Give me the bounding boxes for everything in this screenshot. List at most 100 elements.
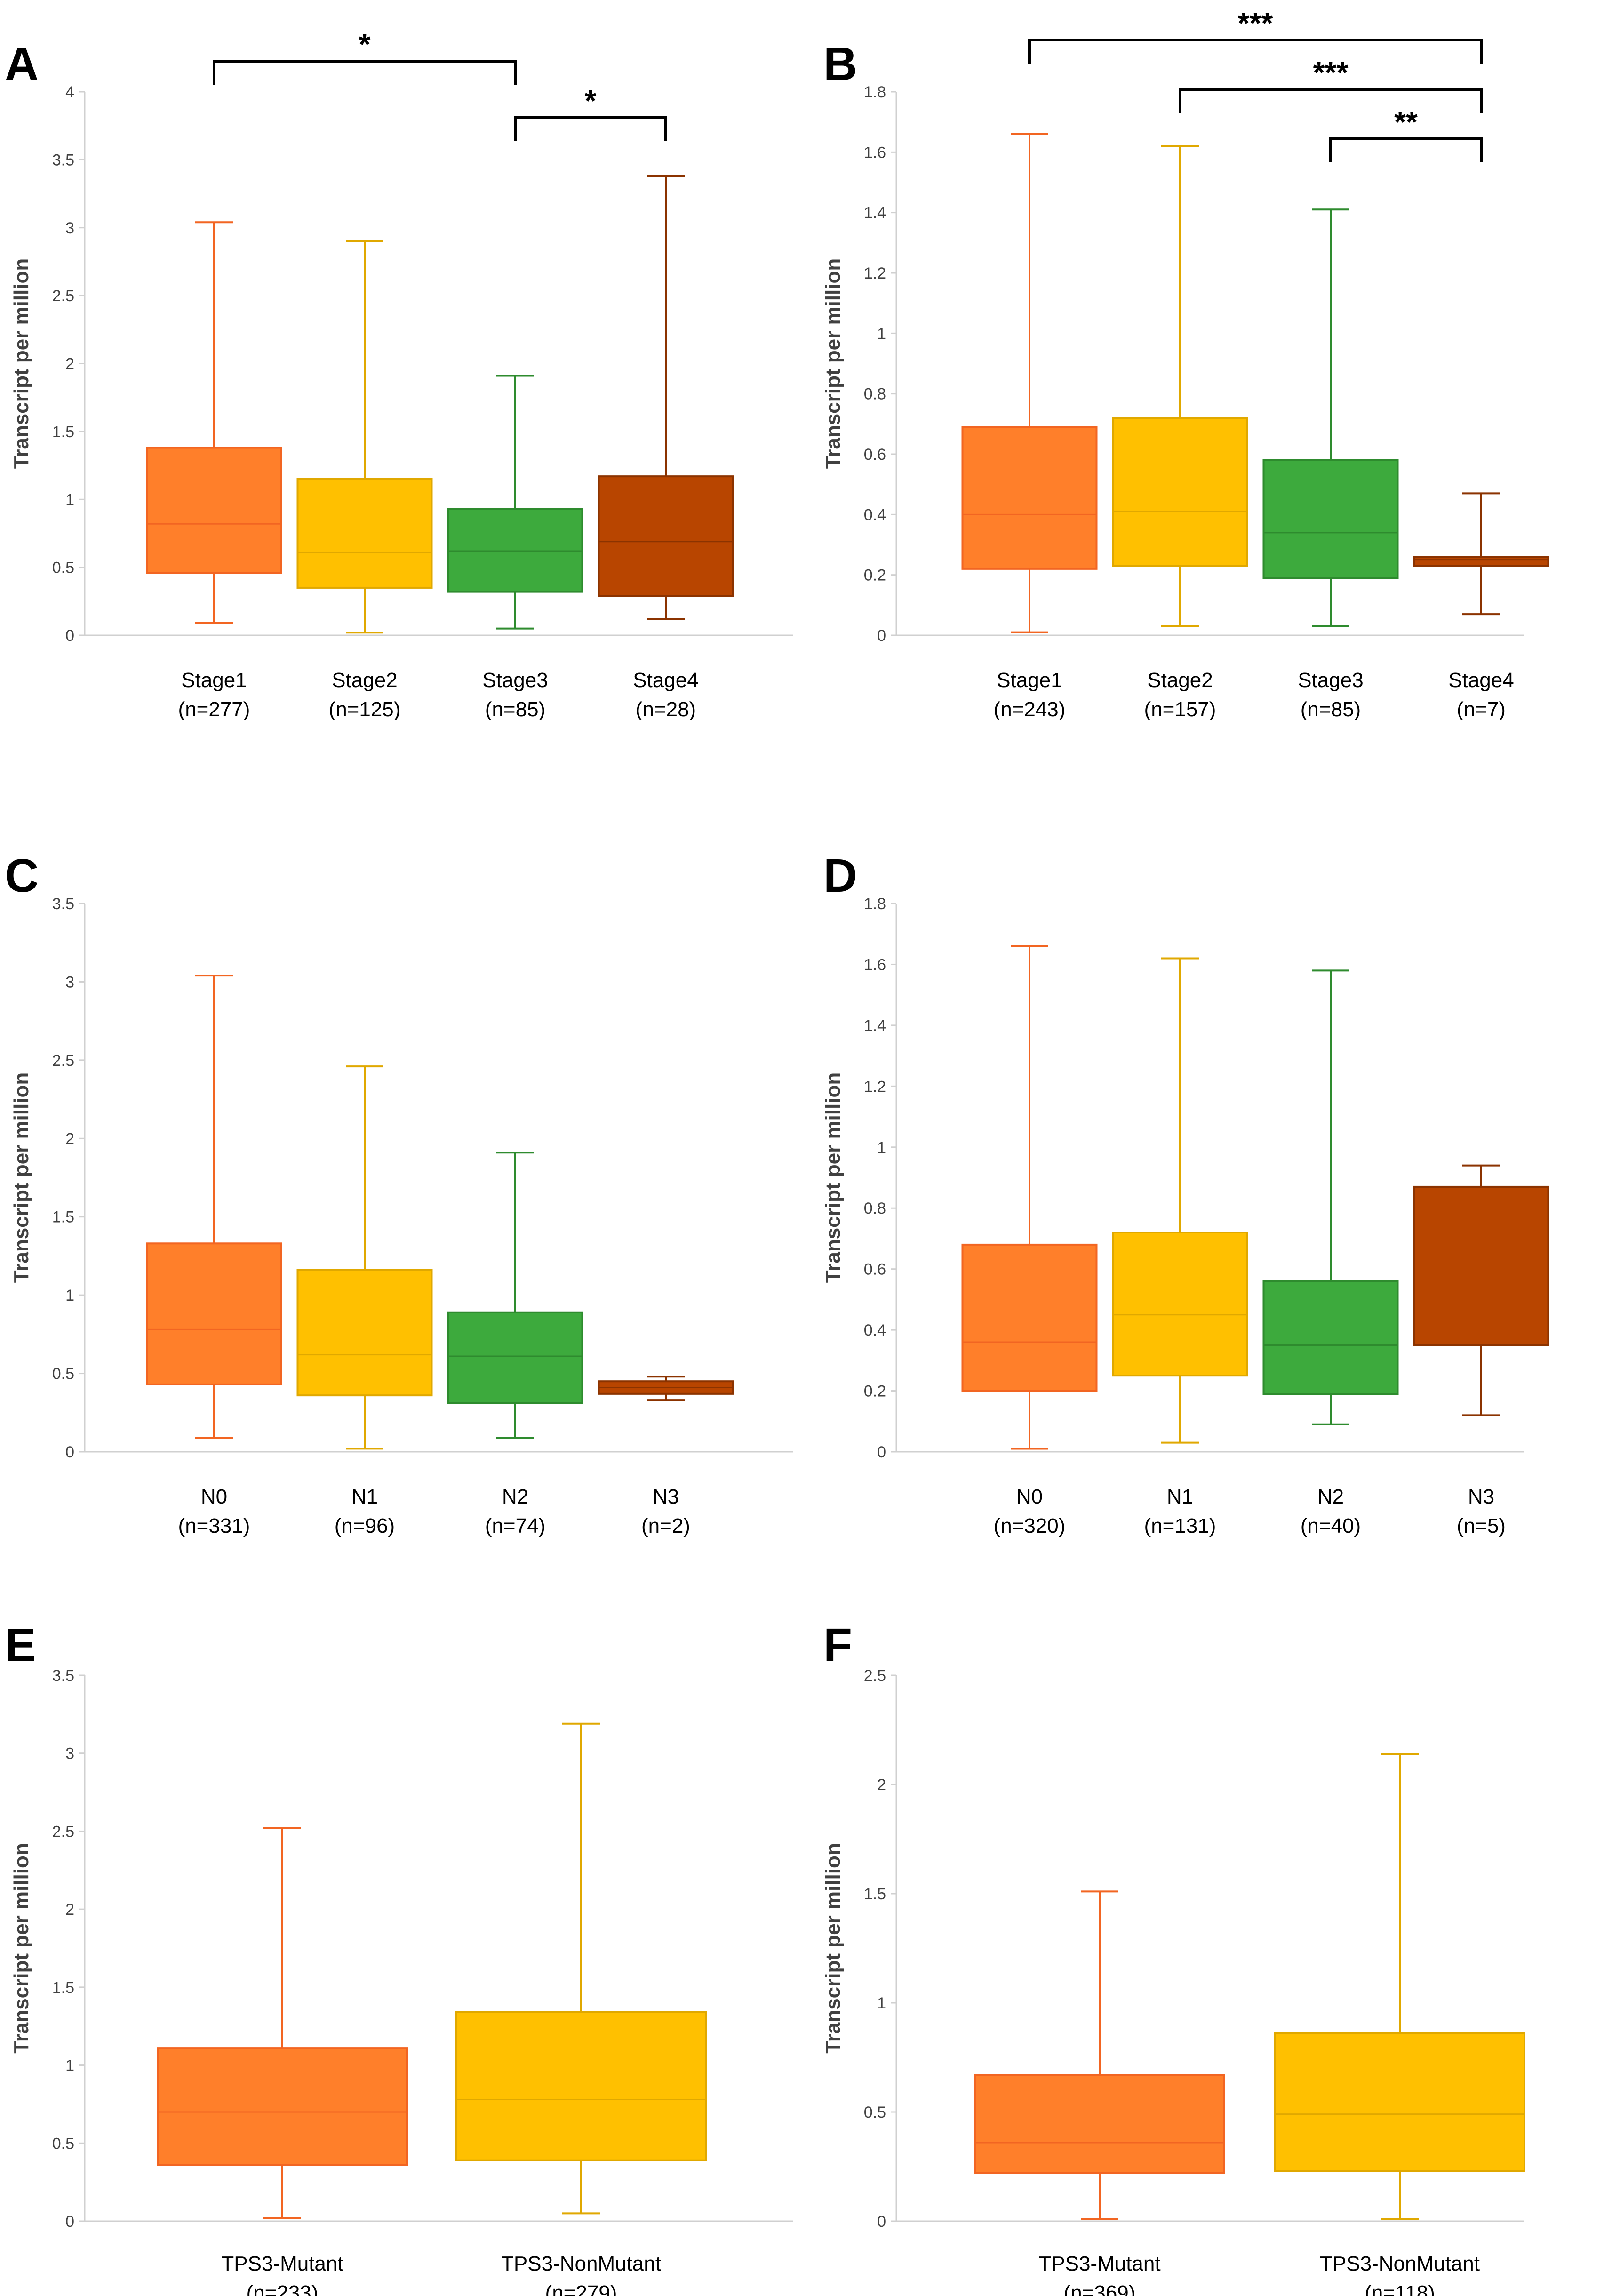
x-category-label: N2 xyxy=(1317,1485,1344,1508)
bracket-line xyxy=(213,60,517,85)
y-tick-label: 0.6 xyxy=(864,1261,886,1279)
box-n0 xyxy=(146,975,282,1439)
x-category-label: N0 xyxy=(201,1485,227,1508)
y-tick-label: 0.2 xyxy=(864,567,886,584)
significance-label: * xyxy=(585,84,597,118)
y-tick-label: 3.5 xyxy=(52,895,74,913)
significance-label: ** xyxy=(1394,105,1418,139)
iqr-box xyxy=(961,1243,1098,1392)
panel-d: D 0 0.2 0.4 0.6 0.8 1 1.2 1.4 1.6 1.8 Transcript pe… xyxy=(822,849,1549,1537)
significance-bracket: * xyxy=(514,84,667,141)
iqr-box xyxy=(1262,1280,1399,1395)
y-tick-label: 2 xyxy=(65,1901,74,1919)
box-n3 xyxy=(598,1376,734,1401)
box-tps3-nonmutant xyxy=(1274,1753,1525,2220)
x-category-count: (n=85) xyxy=(1301,698,1361,721)
y-tick-label: 0.5 xyxy=(52,559,74,577)
x-category-label: TPS3-NonMutant xyxy=(501,2252,661,2275)
iqr-box xyxy=(961,426,1098,570)
y-tick-label: 3 xyxy=(65,973,74,991)
y-tick-label: 0.5 xyxy=(52,1365,74,1383)
x-category-label: N3 xyxy=(1468,1485,1494,1508)
y-tick-label: 1.5 xyxy=(864,1885,886,1903)
x-category-label: Stage1 xyxy=(181,669,247,692)
iqr-box xyxy=(1274,2032,1525,2172)
box-stage3 xyxy=(1262,208,1399,627)
y-axis-title: Transcript per million xyxy=(10,258,33,469)
x-category-count: (n=243) xyxy=(994,698,1066,721)
y-tick-label: 2.5 xyxy=(864,1667,886,1685)
y-tick-label: 1 xyxy=(877,1139,886,1157)
iqr-box xyxy=(146,447,282,574)
y-tick-label: 1.2 xyxy=(864,1078,886,1096)
y-tick-label: 0.4 xyxy=(864,506,886,524)
x-category-count: (n=40) xyxy=(1301,1514,1361,1537)
significance-bracket: *** xyxy=(1179,56,1483,113)
iqr-box xyxy=(296,478,433,589)
x-category-count: (n=74) xyxy=(485,1514,545,1537)
panel-f: F 0 0.5 1 1.5 2 2.5 Transcript per million TPS3-… xyxy=(822,1619,1525,2296)
x-category-count: (n=369) xyxy=(1064,2281,1136,2296)
x-category-count: (n=5) xyxy=(1457,1514,1506,1537)
y-tick-label: 1.5 xyxy=(52,1979,74,1997)
x-category-label: N2 xyxy=(502,1485,528,1508)
y-tick-label: 1 xyxy=(65,491,74,509)
panel-label: F xyxy=(823,1619,852,1672)
y-tick-label: 0.6 xyxy=(864,446,886,464)
x-category-label: Stage3 xyxy=(482,669,548,692)
box-n3 xyxy=(1413,1164,1549,1416)
significance-bracket: *** xyxy=(1028,6,1483,64)
y-tick-label: 0 xyxy=(65,1443,74,1461)
y-tick-label: 3 xyxy=(65,1745,74,1763)
x-category-label: Stage2 xyxy=(332,669,397,692)
y-tick-label: 1.5 xyxy=(52,1208,74,1226)
bracket-line xyxy=(1028,39,1483,64)
box-n2 xyxy=(1262,969,1399,1425)
box-stage2 xyxy=(296,240,433,634)
y-tick-label: 1 xyxy=(877,1994,886,2012)
box-stage2 xyxy=(1112,145,1248,627)
x-category-count: (n=131) xyxy=(1144,1514,1216,1537)
x-category-count: (n=277) xyxy=(178,698,250,721)
x-category-label: N3 xyxy=(653,1485,679,1508)
y-tick-label: 0 xyxy=(65,627,74,645)
x-category-label: Stage4 xyxy=(1448,669,1514,692)
y-tick-label: 0.5 xyxy=(864,2104,886,2121)
x-category-label: Stage4 xyxy=(633,669,698,692)
iqr-box xyxy=(1112,1232,1248,1377)
x-category-label: TPS3-Mutant xyxy=(1038,2252,1160,2275)
panel-label: B xyxy=(823,38,857,90)
iqr-box xyxy=(146,1242,282,1385)
significance-bracket: * xyxy=(213,27,517,85)
iqr-box xyxy=(1112,417,1248,567)
y-tick-label: 2 xyxy=(877,1776,886,1794)
x-category-count: (n=157) xyxy=(1144,698,1216,721)
x-category-count: (n=118) xyxy=(1365,2281,1435,2296)
y-tick-label: 4 xyxy=(65,83,74,101)
x-category-label: N1 xyxy=(351,1485,378,1508)
x-category-label: Stage2 xyxy=(1147,669,1213,692)
y-tick-label: 1 xyxy=(65,1287,74,1304)
x-category-count: (n=85) xyxy=(485,698,545,721)
x-category-count: (n=233) xyxy=(247,2281,319,2296)
y-tick-label: 1.4 xyxy=(864,204,886,222)
y-tick-label: 2 xyxy=(65,1130,74,1148)
y-tick-label: 1 xyxy=(65,2057,74,2075)
x-category-count: (n=279) xyxy=(545,2281,617,2296)
iqr-box xyxy=(157,2047,408,2166)
iqr-box xyxy=(296,1269,433,1397)
y-tick-label: 3 xyxy=(65,219,74,237)
box-stage4 xyxy=(1413,492,1549,616)
x-category-label: N1 xyxy=(1167,1485,1193,1508)
box-n1 xyxy=(296,1065,433,1450)
y-axis-title: Transcript per million xyxy=(822,1843,845,2053)
y-axis-title: Transcript per million xyxy=(10,1843,33,2053)
significance-label: * xyxy=(359,27,371,61)
significance-label: *** xyxy=(1238,6,1273,40)
box-tps3-mutant xyxy=(157,1827,408,2219)
y-tick-label: 1.5 xyxy=(52,423,74,441)
y-tick-label: 0.5 xyxy=(52,2135,74,2152)
iqr-box xyxy=(1413,1185,1549,1346)
x-category-label: Stage1 xyxy=(997,669,1062,692)
bracket-line xyxy=(514,116,667,141)
